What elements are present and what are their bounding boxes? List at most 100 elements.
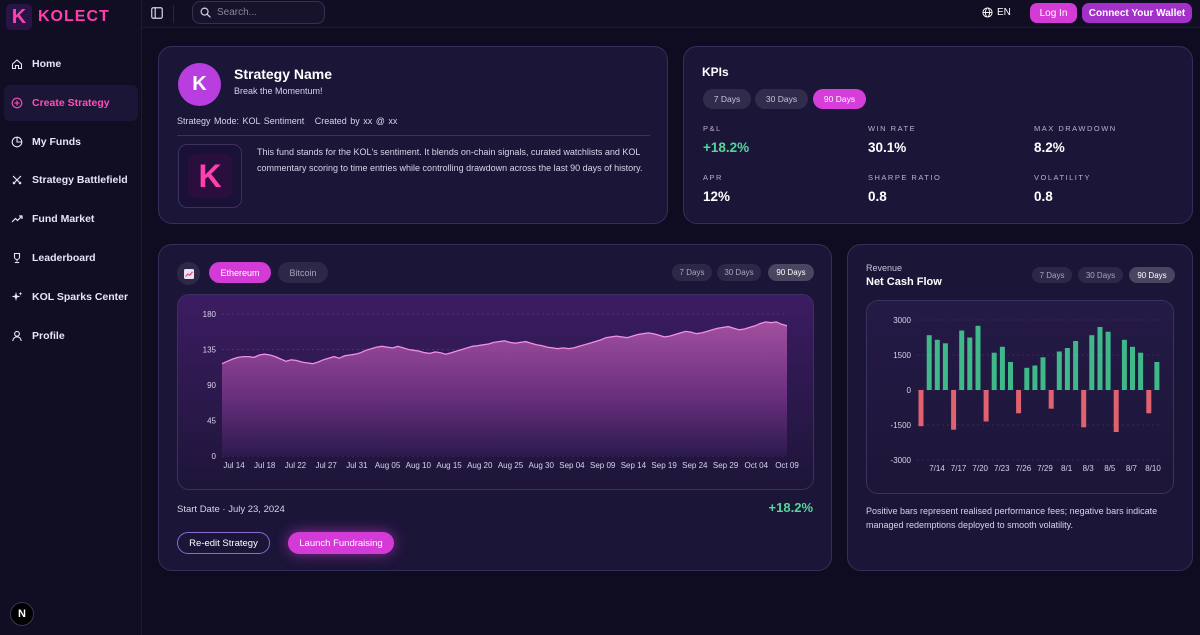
y-tick-label: 0	[907, 386, 912, 395]
kpi-value-max-drawdown: 8.2%	[1034, 140, 1065, 155]
brand-logo[interactable]: K KOLECT	[6, 3, 110, 31]
start-date: Start Date · July 23, 2024	[177, 504, 285, 515]
brand-logo-mark: K	[6, 4, 32, 30]
launch-fundraising-button[interactable]: Launch Fundraising	[288, 532, 394, 554]
header-divider	[173, 5, 174, 23]
positive-bar	[1056, 351, 1062, 390]
sidebar-toggle-icon[interactable]	[151, 7, 163, 19]
language-switcher[interactable]: EN	[982, 7, 1011, 18]
sidebar-item-label: KOL Sparks Center	[32, 290, 129, 303]
x-tick-label: Sep 19	[651, 461, 677, 470]
re-edit-strategy-button[interactable]: Re-edit Strategy	[177, 532, 270, 554]
asset-tab-bitcoin[interactable]: Bitcoin	[278, 262, 328, 283]
y-tick-label: 0	[212, 452, 217, 461]
negative-bar	[1146, 390, 1152, 414]
x-tick-label: Jul 14	[223, 461, 245, 470]
kpi-label-max-drawdown: MAX DRAWDOWN	[1034, 124, 1117, 133]
x-tick-label: 8/5	[1104, 464, 1116, 473]
x-tick-label: Jul 27	[315, 461, 337, 470]
strategy-logo: K	[178, 144, 242, 208]
x-tick-label: Sep 29	[713, 461, 739, 470]
trend-chart-icon	[183, 268, 194, 279]
sidebar-item-my-funds[interactable]: My Funds	[4, 124, 138, 160]
x-tick-label: Oct 09	[775, 461, 799, 470]
positive-bar	[1105, 331, 1111, 390]
positive-bar	[1024, 367, 1030, 390]
x-tick-label: 7/26	[1016, 464, 1032, 473]
sidebar-item-fund-market[interactable]: Fund Market	[4, 201, 138, 237]
performance-range-90-days[interactable]: 90 Days	[768, 264, 814, 281]
x-tick-label: Sep 04	[559, 461, 585, 470]
x-tick-label: 8/3	[1083, 464, 1095, 473]
performance-range-30-days[interactable]: 30 Days	[717, 264, 761, 281]
positive-bar	[999, 346, 1005, 390]
chart-type-button[interactable]	[177, 262, 200, 285]
negative-bar	[951, 390, 957, 430]
sidebar-item-label: Create Strategy	[32, 96, 110, 109]
performance-chart: 0 45 90 135 180 Jul 14 Jul 18 Jul 22 Jul 27 Jul …	[177, 294, 814, 490]
sidebar-item-label: Profile	[32, 329, 65, 342]
x-tick-label: 7/17	[951, 464, 967, 473]
negative-bar	[1081, 390, 1087, 428]
y-tick-label: -1500	[891, 421, 912, 430]
strategy-card: K Strategy Name Break the Momentum! Stra…	[158, 46, 668, 224]
cashflow-range-7-days[interactable]: 7 Days	[1032, 267, 1072, 283]
performance-return: +18.2%	[768, 500, 813, 515]
negative-bar	[1113, 390, 1119, 432]
language-label: EN	[997, 7, 1011, 18]
x-tick-label: Jul 31	[346, 461, 368, 470]
positive-bar	[1032, 365, 1038, 390]
positive-bar	[959, 330, 965, 390]
connect-wallet-button[interactable]: Connect Your Wallet	[1082, 3, 1192, 23]
y-tick-label: 1500	[893, 351, 911, 360]
search-input[interactable]	[217, 7, 317, 18]
y-tick-label: 45	[207, 417, 216, 426]
cashflow-chart: 3000 1500 0 -1500 -3000 7/14 7/17 7/20 7/23 7/26…	[866, 300, 1174, 494]
sidebar-item-create-strategy[interactable]: Create Strategy	[4, 84, 138, 121]
kpi-card: KPIs 7 Days 30 Days 90 Days P&L +18.2% WIN RA…	[683, 46, 1193, 224]
cashflow-range-90-days[interactable]: 90 Days	[1129, 267, 1175, 283]
strategy-tagline: Break the Momentum!	[234, 86, 323, 96]
x-tick-label: Aug 10	[406, 461, 432, 470]
asset-tab-ethereum[interactable]: Ethereum	[209, 262, 271, 283]
kpi-range-30-days[interactable]: 30 Days	[755, 89, 808, 109]
top-header: EN Log In Connect Your Wallet	[142, 0, 1200, 28]
login-button[interactable]: Log In	[1030, 3, 1077, 23]
x-tick-label: 8/7	[1126, 464, 1138, 473]
sidebar-item-label: Leaderboard	[32, 251, 96, 264]
search-box[interactable]	[192, 1, 325, 24]
positive-bar	[1073, 341, 1079, 390]
trophy-icon	[13, 252, 21, 264]
positive-bar	[926, 335, 932, 390]
x-tick-label: Aug 20	[467, 461, 493, 470]
cashflow-card: Revenue Net Cash Flow 3000 1500 0 -1500 -300…	[847, 244, 1193, 571]
kpi-label-p-l: P&L	[703, 124, 722, 133]
strategy-meta: Strategy Mode: KOL Sentiment Created by …	[177, 116, 398, 126]
sidebar-item-profile[interactable]: Profile	[4, 318, 138, 354]
footer-badge[interactable]: N	[10, 602, 34, 626]
kpi-value-volatility: 0.8	[1034, 189, 1053, 204]
x-tick-label: 7/23	[994, 464, 1010, 473]
positive-bar	[934, 339, 940, 390]
kpi-range-7-days[interactable]: 7 Days	[703, 89, 751, 109]
sidebar-item-kol-sparks-center[interactable]: KOL Sparks Center	[4, 279, 138, 315]
strategy-name: Strategy Name	[234, 66, 333, 82]
kpi-value-p-l: +18.2%	[703, 140, 750, 155]
performance-range-7-days[interactable]: 7 Days	[672, 264, 712, 281]
pie-chart-icon	[11, 136, 23, 147]
kpi-range-90-days[interactable]: 90 Days	[813, 89, 866, 109]
sparkles-icon	[11, 291, 23, 301]
positive-bar	[1138, 352, 1144, 390]
strategy-logo-letter: K	[188, 154, 232, 198]
kpi-title: KPIs	[702, 65, 729, 79]
sidebar-item-home[interactable]: Home	[4, 46, 138, 82]
sidebar-item-strategy-battlefield[interactable]: Strategy Battlefield	[4, 162, 138, 198]
positive-bar	[1130, 346, 1135, 390]
x-tick-label: Sep 24	[682, 461, 708, 470]
plus-circle-icon	[11, 97, 23, 109]
brand-name: KOLECT	[38, 8, 110, 25]
sidebar: K KOLECT Home Create Strategy My Funds Stra…	[0, 0, 142, 635]
swords-icon	[12, 175, 22, 185]
cashflow-range-30-days[interactable]: 30 Days	[1078, 267, 1123, 283]
sidebar-item-leaderboard[interactable]: Leaderboard	[4, 240, 138, 276]
